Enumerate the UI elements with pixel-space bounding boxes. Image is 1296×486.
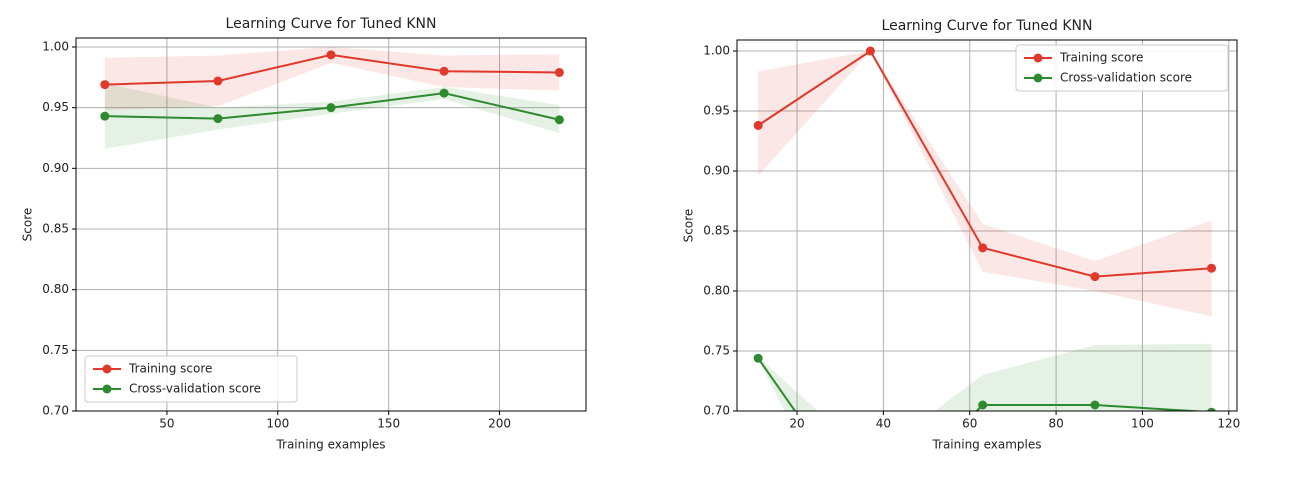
data-point: [439, 88, 449, 98]
x-axis-label: Training examples: [931, 438, 1041, 452]
data-point: [1207, 263, 1217, 273]
confidence-band: [104, 83, 560, 149]
x-tick-label: 150: [377, 417, 400, 431]
y-tick-label: 0.80: [42, 282, 69, 296]
data-point: [978, 243, 988, 253]
data-point: [326, 50, 336, 60]
legend-marker: [102, 384, 112, 394]
plot-area: [753, 46, 1217, 411]
y-tick-label: 1.00: [703, 44, 730, 58]
chart-title: Learning Curve for Tuned KNN: [226, 16, 437, 32]
legend-label: Training score: [128, 362, 212, 376]
data-point: [865, 46, 875, 56]
confidence-band: [104, 46, 560, 111]
y-tick-label: 0.95: [42, 100, 69, 114]
data-point: [978, 400, 988, 410]
legend-box: [84, 355, 298, 403]
data-point: [100, 80, 110, 90]
x-tick-label: 50: [159, 417, 174, 431]
y-tick-label: 0.75: [42, 343, 69, 357]
x-tick-label: 200: [488, 417, 511, 431]
plot-frame: [75, 37, 587, 412]
chart: 20 40 60 80 100 120 0.70 0.75 0.80 0.85 0.90 0.95 1.…: [682, 18, 1241, 452]
data-point: [439, 66, 449, 76]
y-tick-label: 0.85: [42, 221, 69, 235]
x-tick-label: 80: [1048, 417, 1063, 431]
y-tick-label: 0.70: [703, 404, 730, 418]
y-tick-label: 0.90: [703, 164, 730, 178]
data-point: [1090, 272, 1100, 282]
y-tick-label: 1.00: [42, 39, 69, 53]
data-point: [1207, 407, 1216, 411]
y-axis-label: Score: [21, 208, 35, 242]
y-tick-label: 0.75: [703, 344, 730, 358]
x-tick-label: 20: [789, 417, 804, 431]
data-point: [753, 120, 763, 130]
data-point: [213, 114, 223, 124]
confidence-band: [758, 51, 1212, 317]
legend-marker: [1033, 73, 1043, 83]
data-point: [100, 111, 110, 121]
x-axis-label: Training examples: [275, 438, 385, 452]
legend-marker: [1033, 53, 1043, 63]
x-tick-label: 100: [1131, 417, 1154, 431]
data-point: [1090, 400, 1100, 410]
legend-box: [1015, 44, 1229, 92]
x-tick-label: 40: [876, 417, 891, 431]
y-tick-label: 0.70: [42, 404, 69, 418]
y-tick-label: 0.85: [703, 224, 730, 238]
legend-marker: [102, 364, 112, 374]
y-tick-label: 0.90: [42, 161, 69, 175]
y-axis-label: Score: [682, 209, 696, 243]
data-point: [554, 115, 564, 125]
chart-title: Learning Curve for Tuned KNN: [882, 18, 1093, 34]
confidence-band: [758, 343, 1212, 411]
y-tick-label: 0.95: [703, 104, 730, 118]
data-point: [326, 103, 336, 113]
legend-label: Cross-validation score: [1060, 71, 1192, 85]
y-tick-label: 0.80: [703, 284, 730, 298]
x-tick-label: 100: [266, 417, 289, 431]
x-tick-label: 120: [1217, 417, 1240, 431]
x-tick-label: 60: [962, 417, 977, 431]
legend-label: Training score: [1059, 51, 1143, 65]
data-point: [753, 353, 763, 363]
plot-frame: [736, 39, 1238, 412]
chart: 50 100 150 200 0.70 0.75 0.80 0.85 0.90 0.95 1.00 L…: [21, 16, 587, 452]
plot-area: [100, 46, 564, 149]
data-point: [213, 76, 223, 86]
legend-label: Cross-validation score: [129, 382, 261, 396]
data-point: [554, 67, 564, 77]
